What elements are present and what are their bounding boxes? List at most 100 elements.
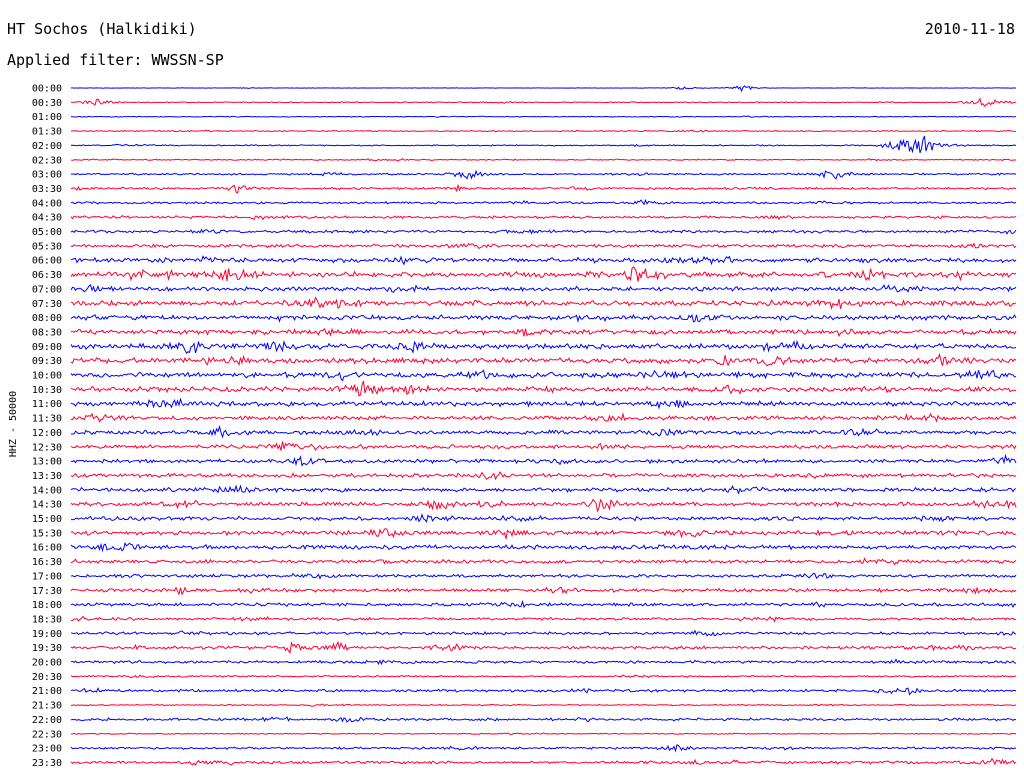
trace-row bbox=[70, 471, 1017, 481]
trace-row bbox=[70, 674, 1017, 679]
trace-row bbox=[70, 183, 1017, 194]
trace-row bbox=[70, 296, 1017, 311]
trace-row bbox=[70, 658, 1017, 666]
time-tick-label: 09:30 bbox=[32, 356, 62, 367]
time-tick-label: 22:00 bbox=[32, 715, 62, 726]
time-tick-label: 20:30 bbox=[32, 672, 62, 683]
time-tick-label: 15:30 bbox=[32, 528, 62, 539]
trace-row bbox=[70, 599, 1017, 609]
trace-row bbox=[70, 424, 1017, 439]
time-tick-label: 02:00 bbox=[32, 141, 62, 152]
time-tick-label: 16:30 bbox=[32, 557, 62, 568]
time-tick-label: 02:30 bbox=[32, 155, 62, 166]
trace-row bbox=[70, 352, 1017, 367]
time-tick-label: 17:00 bbox=[32, 571, 62, 582]
time-tick-label: 00:30 bbox=[32, 98, 62, 109]
time-tick-label: 15:00 bbox=[32, 514, 62, 525]
time-tick-label: 05:30 bbox=[32, 241, 62, 252]
record-date: 2010-11-18 bbox=[924, 20, 1015, 38]
time-tick-label: 14:30 bbox=[32, 500, 62, 511]
time-tick-label: 05:00 bbox=[32, 227, 62, 238]
time-tick-label: 11:00 bbox=[32, 399, 62, 410]
trace-row bbox=[70, 157, 1017, 162]
y-axis-label: HHZ - 50000 bbox=[8, 391, 19, 457]
time-tick-label: 18:00 bbox=[32, 600, 62, 611]
time-tick-label: 21:30 bbox=[32, 701, 62, 712]
trace-row bbox=[70, 266, 1017, 282]
time-tick-label: 12:30 bbox=[32, 442, 62, 453]
trace-row bbox=[70, 97, 1017, 108]
station-title: HT Sochos (Halkidiki) bbox=[7, 20, 197, 38]
trace-row bbox=[70, 640, 1017, 654]
trace-row bbox=[70, 115, 1017, 118]
trace-row bbox=[70, 129, 1017, 133]
time-tick-label: 19:00 bbox=[32, 629, 62, 640]
trace-row bbox=[70, 557, 1017, 566]
time-tick-label: 08:30 bbox=[32, 327, 62, 338]
time-tick-label: 01:30 bbox=[32, 127, 62, 138]
trace-row bbox=[70, 169, 1017, 180]
trace-row bbox=[70, 615, 1017, 623]
trace-row bbox=[70, 542, 1017, 553]
trace-row bbox=[70, 255, 1017, 266]
trace-row bbox=[70, 757, 1017, 766]
trace-row bbox=[70, 214, 1017, 221]
time-tick-label: 17:30 bbox=[32, 586, 62, 597]
time-tick-label: 18:30 bbox=[32, 614, 62, 625]
time-tick-label: 04:00 bbox=[32, 198, 62, 209]
time-tick-label: 14:00 bbox=[32, 485, 62, 496]
trace-row bbox=[70, 744, 1017, 753]
time-tick-label: 10:30 bbox=[32, 385, 62, 396]
time-tick-label: 10:00 bbox=[32, 371, 62, 382]
trace-row bbox=[70, 242, 1017, 250]
time-tick-label: 08:00 bbox=[32, 313, 62, 324]
time-tick-label: 22:30 bbox=[32, 729, 62, 740]
trace-row bbox=[70, 528, 1017, 540]
time-tick-label: 13:00 bbox=[32, 457, 62, 468]
trace-row bbox=[70, 732, 1017, 736]
time-tick-label: 23:00 bbox=[32, 744, 62, 755]
trace-row bbox=[70, 572, 1017, 580]
trace-row bbox=[70, 629, 1017, 637]
trace-row bbox=[70, 327, 1017, 338]
time-tick-label: 16:00 bbox=[32, 543, 62, 554]
time-tick-label: 00:00 bbox=[32, 84, 62, 95]
time-tick-label: 21:00 bbox=[32, 686, 62, 697]
trace-row bbox=[70, 397, 1017, 410]
trace-row bbox=[70, 380, 1017, 397]
trace-row bbox=[70, 453, 1017, 467]
trace-row bbox=[70, 716, 1017, 723]
trace-row bbox=[70, 198, 1017, 206]
time-tick-label: 19:30 bbox=[32, 643, 62, 654]
trace-group bbox=[70, 85, 1017, 766]
time-tick-label: 04:30 bbox=[32, 213, 62, 224]
trace-row bbox=[70, 498, 1017, 513]
trace-row bbox=[70, 703, 1017, 707]
trace-row bbox=[70, 369, 1017, 382]
time-tick-label: 06:00 bbox=[32, 256, 62, 267]
trace-row bbox=[70, 412, 1017, 423]
trace-row bbox=[70, 85, 1017, 93]
trace-row bbox=[70, 339, 1017, 355]
trace-row bbox=[70, 313, 1017, 323]
time-tick-label: 12:00 bbox=[32, 428, 62, 439]
time-tick-label: 07:00 bbox=[32, 284, 62, 295]
time-tick-label: 07:30 bbox=[32, 299, 62, 310]
trace-row bbox=[70, 586, 1017, 596]
trace-row bbox=[70, 686, 1017, 696]
time-tick-label: 13:30 bbox=[32, 471, 62, 482]
trace-row bbox=[70, 135, 1017, 154]
filter-label: Applied filter: WWSSN-SP bbox=[7, 51, 224, 69]
time-tick-label: 06:30 bbox=[32, 270, 62, 281]
time-tick-label: 01:00 bbox=[32, 112, 62, 123]
trace-row bbox=[70, 513, 1017, 523]
time-tick-label: 03:00 bbox=[32, 170, 62, 181]
time-tick-labels: 00:00 00:30 01:00 01:30 02:00 02:30 03:00 03:30… bbox=[32, 84, 62, 769]
time-tick-label: 11:30 bbox=[32, 414, 62, 425]
time-tick-label: 03:30 bbox=[32, 184, 62, 195]
time-tick-label: 20:00 bbox=[32, 658, 62, 669]
trace-row bbox=[70, 284, 1017, 293]
time-tick-label: 23:30 bbox=[32, 758, 62, 769]
trace-row bbox=[70, 441, 1017, 451]
